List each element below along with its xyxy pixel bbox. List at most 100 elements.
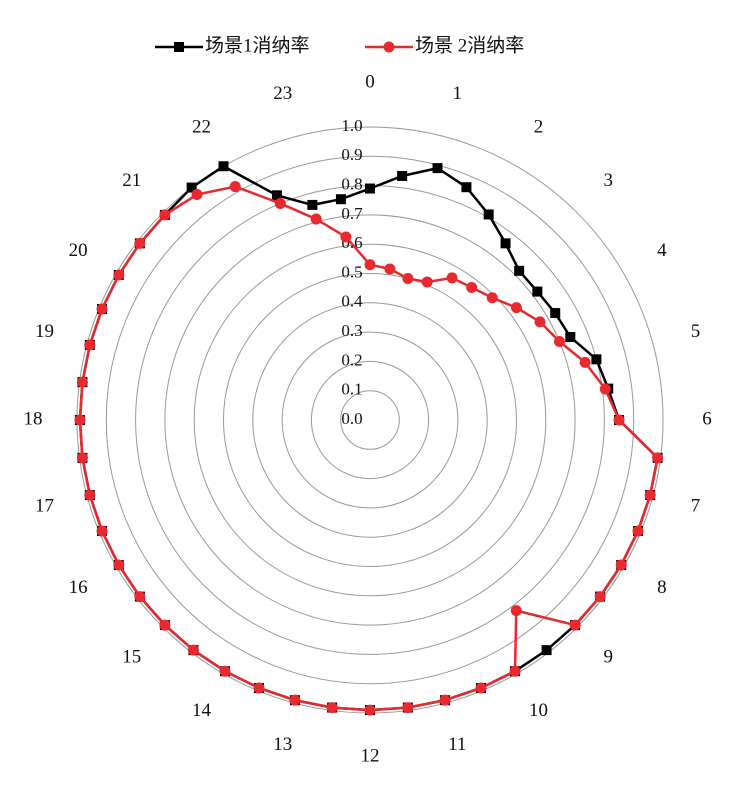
hour-label: 18 [24, 408, 43, 429]
marker [271, 190, 282, 201]
marker [475, 682, 487, 694]
marker [307, 199, 318, 210]
marker [446, 272, 458, 284]
r-tick-label: 0.3 [341, 321, 362, 340]
hour-label: 1 [452, 83, 462, 104]
hour-label: 11 [448, 734, 466, 755]
marker [591, 354, 602, 365]
marker [76, 452, 88, 464]
marker [134, 237, 146, 249]
marker [510, 605, 522, 617]
hour-label: 6 [702, 408, 712, 429]
marker [76, 376, 88, 388]
marker [615, 559, 627, 571]
hour-label: 16 [69, 577, 88, 598]
marker [421, 276, 433, 288]
marker [402, 702, 414, 714]
r-tick-label: 0.2 [341, 350, 362, 369]
marker [553, 336, 565, 348]
hour-label: 21 [122, 170, 141, 191]
marker [113, 269, 125, 281]
marker [486, 292, 498, 304]
marker [402, 272, 414, 284]
hour-label: 19 [35, 321, 54, 342]
hour-label: 15 [122, 647, 141, 668]
marker [439, 694, 451, 706]
marker [550, 308, 561, 319]
legend-marker [174, 42, 184, 52]
marker [384, 263, 396, 275]
marker [364, 704, 376, 716]
marker [613, 414, 625, 426]
legend-label: 场景 2消纳率 [415, 34, 524, 56]
marker [461, 182, 472, 193]
hour-label: 0 [365, 71, 375, 92]
marker [113, 559, 125, 571]
marker [187, 644, 199, 656]
marker [644, 489, 656, 501]
marker [229, 181, 241, 193]
marker [186, 182, 197, 193]
grid-ring [193, 243, 547, 597]
marker [510, 302, 522, 314]
marker [253, 682, 265, 694]
hour-label: 23 [273, 83, 292, 104]
marker [364, 259, 376, 271]
marker [340, 231, 352, 243]
hour-label: 22 [192, 117, 211, 138]
r-tick-label: 0.7 [341, 204, 363, 223]
r-tick-label: 0.1 [341, 380, 362, 399]
marker [541, 645, 552, 656]
marker [289, 694, 301, 706]
marker [326, 702, 338, 714]
marker [579, 356, 591, 368]
grid-ring [252, 302, 488, 538]
marker [219, 665, 231, 677]
marker [599, 383, 611, 395]
hour-label: 8 [657, 577, 667, 598]
grid-ring [105, 155, 635, 685]
marker [74, 414, 86, 426]
r-tick-label: 0.4 [341, 292, 363, 311]
r-tick-label: 1.0 [341, 116, 362, 135]
grid-ring [310, 360, 430, 480]
hour-label: 12 [361, 745, 380, 766]
grid-ring [340, 390, 400, 450]
marker [534, 316, 546, 328]
hour-label: 10 [529, 700, 548, 721]
marker [218, 161, 229, 172]
marker [483, 209, 494, 220]
marker [96, 525, 108, 537]
r-tick-label: 0.5 [341, 262, 362, 281]
marker [432, 163, 443, 174]
grid-ring [281, 331, 459, 509]
marker [96, 303, 108, 315]
marker [365, 183, 375, 194]
marker [310, 213, 322, 225]
r-tick-label: 0.8 [341, 175, 362, 194]
marker [159, 209, 171, 221]
hour-label: 14 [192, 700, 212, 721]
hour-label: 4 [657, 240, 667, 261]
marker [569, 619, 581, 631]
marker [191, 189, 203, 201]
r-tick-label: 0.0 [341, 409, 362, 428]
grid-ring [135, 185, 605, 655]
marker [84, 489, 96, 501]
grid-ring [223, 273, 517, 567]
marker [632, 525, 644, 537]
legend-marker [383, 41, 395, 53]
marker [565, 332, 576, 343]
marker [335, 194, 346, 205]
hour-label: 9 [604, 647, 614, 668]
hour-label: 2 [534, 117, 544, 138]
legend-label: 场景1消纳率 [205, 34, 310, 56]
marker [134, 591, 146, 603]
hour-label: 17 [35, 496, 54, 517]
marker [594, 591, 606, 603]
hour-label: 13 [273, 734, 292, 755]
hour-label: 20 [69, 240, 88, 261]
marker [509, 665, 521, 677]
marker [514, 265, 525, 276]
